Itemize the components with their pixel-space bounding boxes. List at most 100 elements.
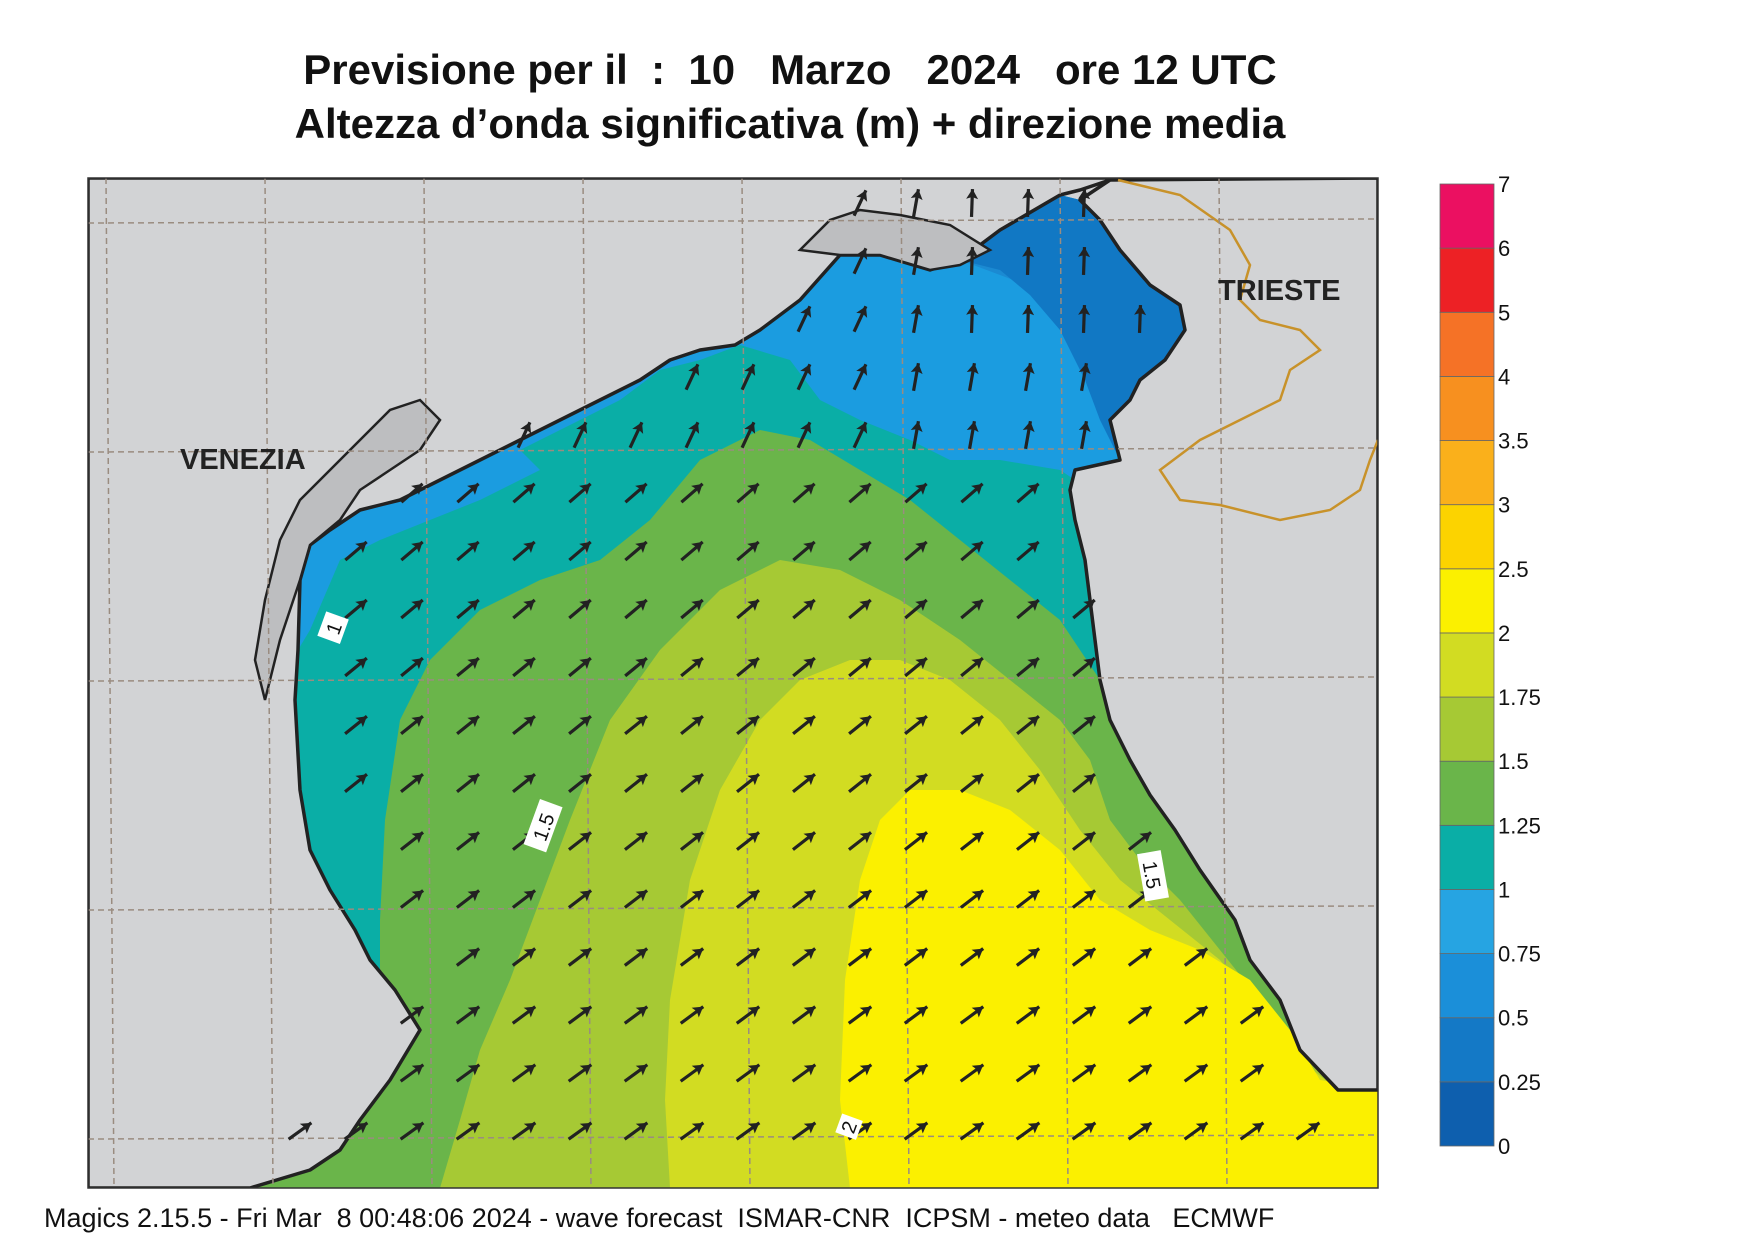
wave-arrow [679, 947, 705, 967]
legend-label: 0.25 [1498, 1070, 1541, 1095]
legend-label: 3 [1498, 493, 1510, 518]
wave-arrow [624, 598, 648, 620]
wave-arrow [1127, 1005, 1153, 1025]
wave-arrow [791, 1005, 817, 1025]
wave-arrow [680, 482, 704, 504]
wave-arrow [456, 598, 480, 620]
wave-arrow [1134, 304, 1147, 334]
wave-arrow [903, 1121, 929, 1141]
wave-arrow [1016, 598, 1040, 620]
grid-meridian [1059, 178, 1069, 1188]
wave-arrow [1015, 1121, 1041, 1141]
wave-arrow [852, 189, 868, 217]
wave-arrow [791, 889, 817, 909]
wave-arrow [623, 947, 649, 967]
wave-arrow [623, 831, 649, 851]
wave-arrow [959, 1005, 985, 1025]
wave-arrow [572, 421, 588, 449]
wave-arrow [455, 1005, 481, 1025]
wave-arrow [567, 831, 593, 851]
wave-arrow [344, 714, 368, 736]
grid-meridian [264, 178, 274, 1188]
wave-arrow [903, 831, 929, 851]
sea-field [250, 195, 1378, 1188]
wave-arrow [512, 656, 536, 678]
wave-arrow [792, 714, 816, 736]
wave-arrow [1072, 656, 1096, 678]
wave-arrow [511, 947, 537, 967]
wave-arrow [960, 540, 984, 562]
grid-meridian [105, 178, 115, 1188]
grid-parallel [88, 447, 1378, 453]
wave-arrow [679, 1005, 705, 1025]
wave-arrow [1239, 1063, 1265, 1083]
land-east [1068, 178, 1378, 1092]
wave-arrow [736, 482, 760, 504]
wave-arrow [511, 1005, 537, 1025]
wave-arrow [735, 947, 761, 967]
legend-label: 2 [1498, 621, 1510, 646]
legend-swatch [1439, 632, 1495, 698]
wave-arrow [1016, 773, 1040, 793]
wave-arrow [680, 773, 704, 793]
wave-arrow [623, 1005, 649, 1025]
wave-arrow [959, 831, 985, 851]
lagoon-grado [797, 208, 993, 272]
wave-arrow [399, 831, 425, 851]
wave-arrow [400, 598, 424, 620]
land-masses [88, 178, 1378, 1188]
wave-arrow [1015, 947, 1041, 967]
legend-swatch [1439, 760, 1495, 826]
lagoon-venezia [253, 398, 442, 701]
legend-label: 0 [1498, 1134, 1510, 1159]
wave-arrow [736, 598, 760, 620]
wave-arrow [966, 420, 979, 450]
legend-swatch [1439, 1017, 1495, 1083]
wave-arrow [344, 540, 368, 562]
wave-arrow [848, 656, 872, 678]
wave-arrow [568, 656, 592, 678]
wave-arrow [1072, 773, 1096, 793]
wave-arrow [512, 482, 536, 504]
wave-arrow [910, 304, 923, 334]
wave-arrow [623, 889, 649, 909]
legend-swatch [1439, 953, 1495, 1019]
grid-parallel [88, 676, 1378, 682]
wave-arrow [736, 656, 760, 678]
wave-arrow [568, 540, 592, 562]
wave-arrow [1127, 947, 1153, 967]
grid-parallel [88, 218, 1378, 224]
wave-arrow [1078, 304, 1091, 334]
wave-arrow [1183, 1063, 1209, 1083]
wave-arrow [680, 714, 704, 736]
wave-arrow [791, 1063, 817, 1083]
wave-arrow [904, 656, 928, 678]
wave-arrow [736, 773, 760, 793]
wave-arrow [623, 1121, 649, 1141]
wave-arrow [792, 656, 816, 678]
wave-arrow [904, 714, 928, 736]
wave-arrow [904, 482, 928, 504]
wave-arrow [399, 1121, 425, 1141]
wave-arrow [567, 1121, 593, 1141]
wave-arrow [1022, 362, 1035, 392]
wave-arrow [792, 540, 816, 562]
legend-swatch [1439, 1081, 1495, 1147]
wave-arrow [512, 540, 536, 562]
wave-arrow [1071, 831, 1097, 851]
wave-arrow [960, 656, 984, 678]
wave-arrow [904, 540, 928, 562]
wave-arrow [904, 773, 928, 793]
wave-arrow [1078, 362, 1091, 392]
wave-arrow [735, 1121, 761, 1141]
legend-label: 5 [1498, 300, 1510, 325]
legend-label: 0.5 [1498, 1006, 1529, 1031]
wave-arrow [512, 714, 536, 736]
wave-arrow [791, 1121, 817, 1141]
wave-arrow [624, 482, 648, 504]
legend-swatch [1439, 247, 1495, 313]
wave-arrow [910, 362, 923, 392]
wave-arrow [400, 656, 424, 678]
wave-arrow [904, 598, 928, 620]
